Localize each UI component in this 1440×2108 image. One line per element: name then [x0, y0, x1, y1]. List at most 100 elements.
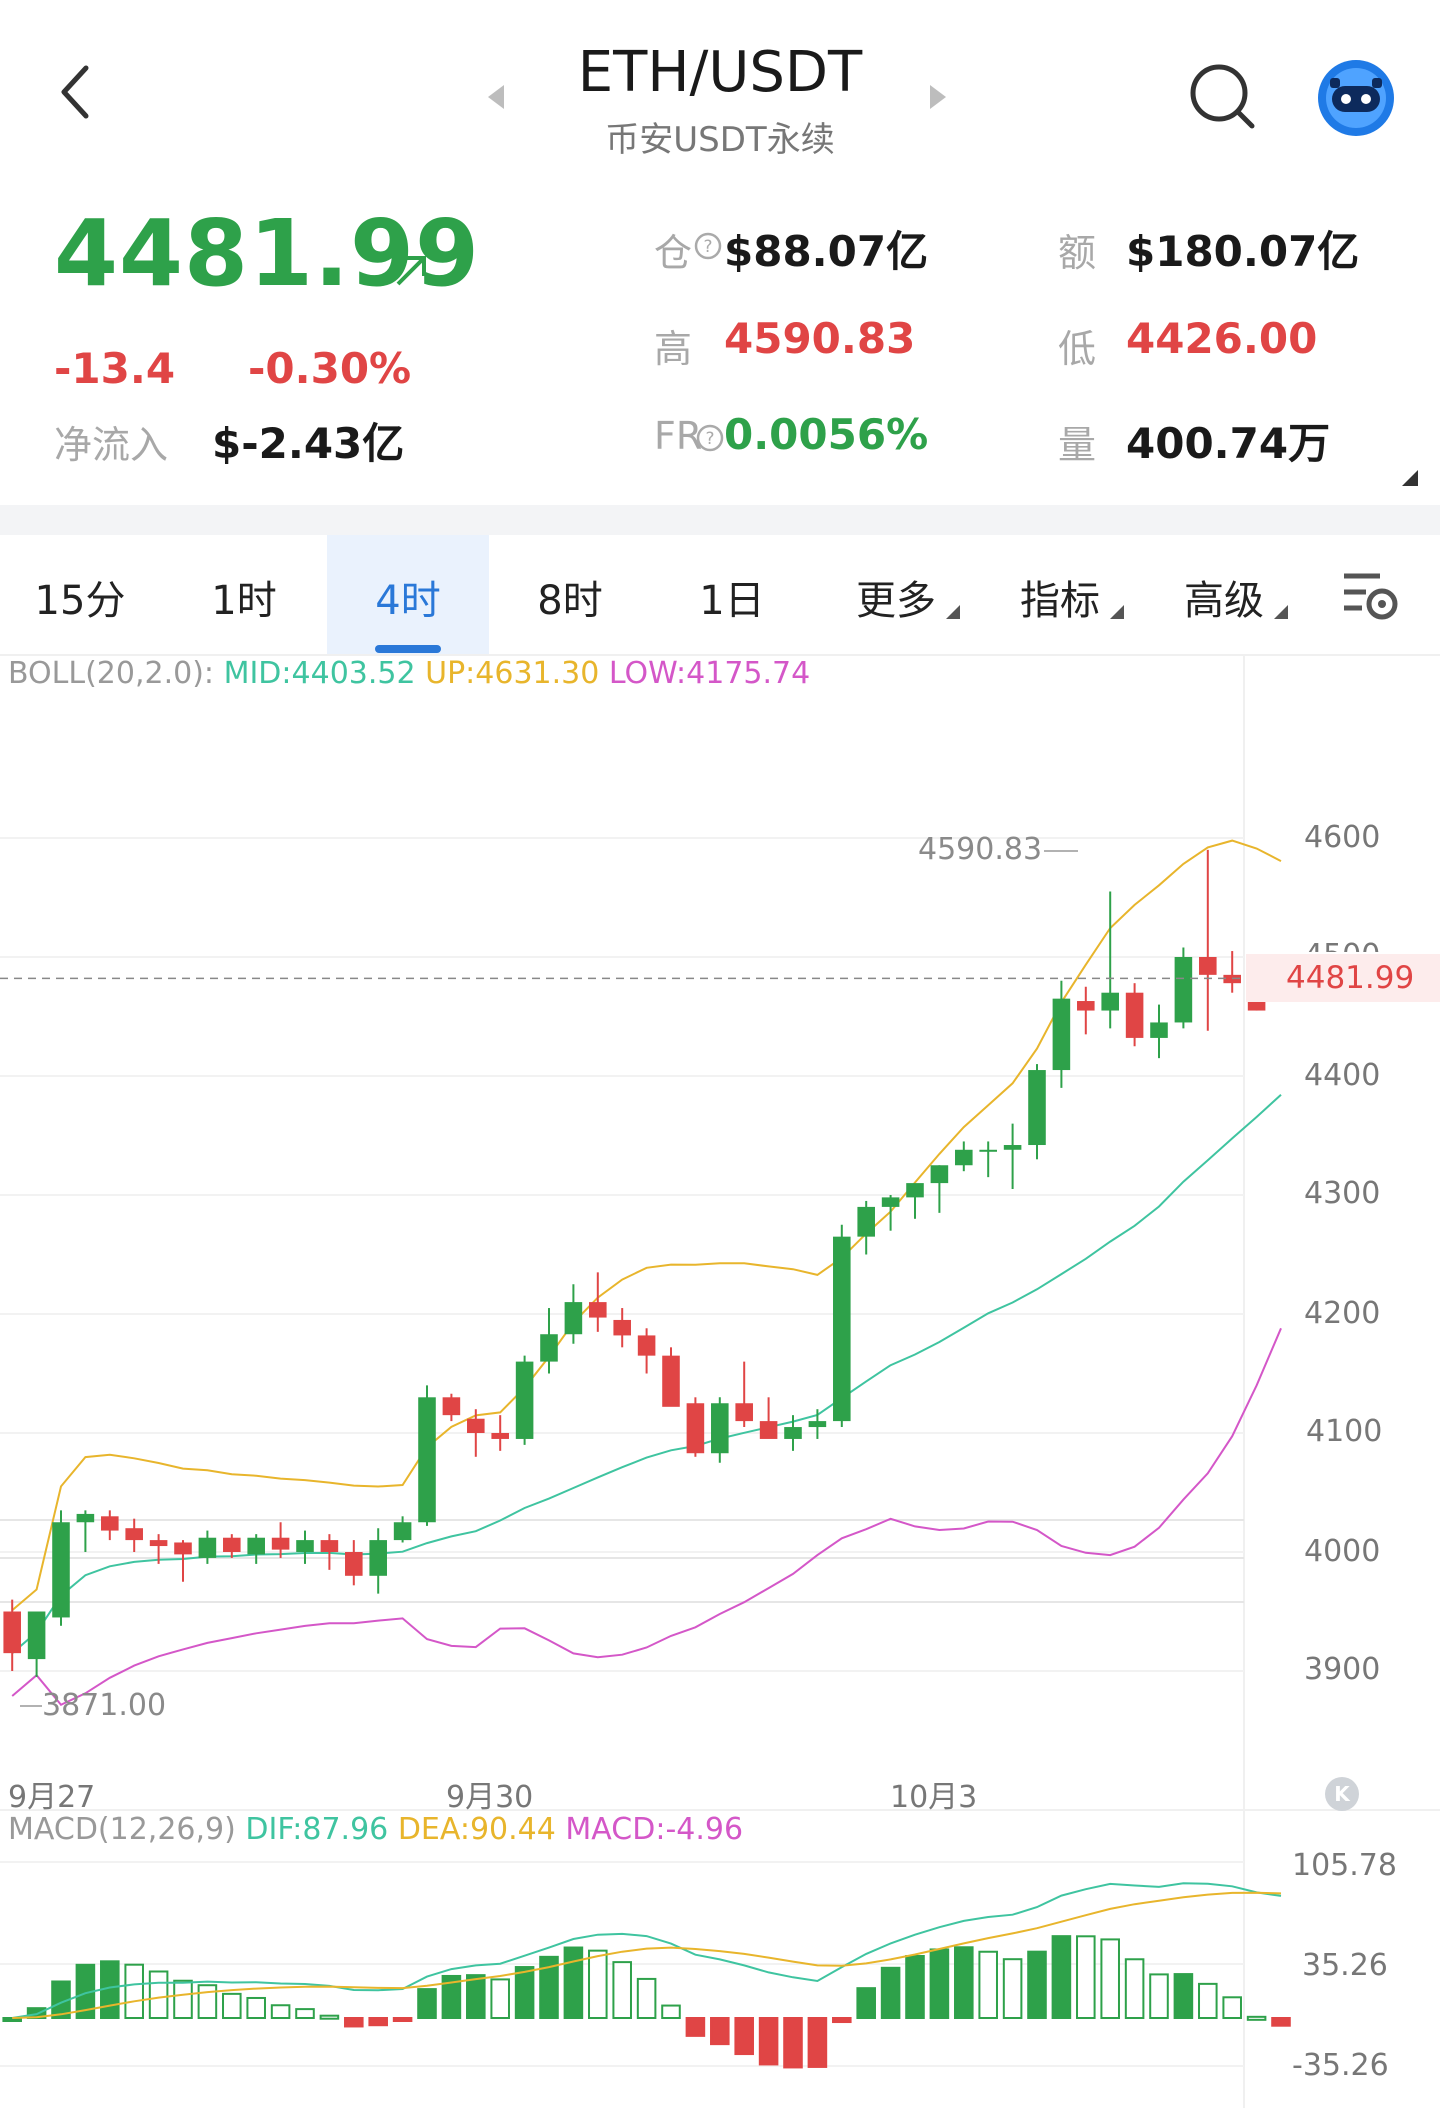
tab-more[interactable]: 更多	[856, 578, 936, 624]
kline-toggle-button[interactable]: K	[1324, 1776, 1360, 1816]
tab-15m[interactable]: 15分	[34, 578, 126, 624]
macd-bar	[1198, 1982, 1218, 2020]
info-icon[interactable]: ?	[694, 232, 722, 264]
macd-tick: 35.26	[1302, 1948, 1388, 1983]
candle-body	[296, 1540, 314, 1552]
macd-bar	[514, 1966, 535, 2019]
price-tick: 4500	[1304, 938, 1380, 952]
high-value: 4590.83	[724, 314, 916, 363]
back-button[interactable]	[56, 62, 96, 122]
candle-body	[3, 1611, 21, 1654]
current-price-label: 4481.99	[1286, 960, 1415, 996]
macd-bar	[1002, 1958, 1023, 2020]
candle-body	[125, 1528, 143, 1541]
macd-bar	[295, 2008, 315, 2020]
tab-advanced[interactable]: 高级	[1184, 578, 1264, 624]
boll-upper-line	[11, 839, 1282, 1612]
macd-bar	[466, 1974, 486, 2020]
open-interest-value: $88.07亿	[724, 227, 929, 276]
macd-bar	[319, 2014, 340, 2020]
current-price-tag	[1246, 954, 1440, 1002]
tab-indicators[interactable]: 指标	[1020, 578, 1100, 624]
macd-bar	[832, 2017, 852, 2024]
date-tick: 9月27	[8, 1780, 96, 1815]
boll-low: LOW:4175.74	[608, 656, 811, 691]
tab-8h[interactable]: 8时	[537, 578, 603, 624]
candle-body	[711, 1403, 729, 1454]
indicators-caret-icon	[1110, 604, 1124, 623]
candle-body	[881, 1197, 900, 1207]
macd-bar	[978, 1950, 998, 2020]
price-tick: 4100	[1306, 1414, 1383, 1449]
tab-1d[interactable]: 1日	[699, 578, 765, 624]
macd-bar	[1027, 1950, 1047, 2020]
candle-body	[906, 1183, 924, 1198]
candle-body	[393, 1522, 412, 1541]
prev-symbol-button[interactable]	[484, 82, 506, 116]
funding-info-icon[interactable]: ?	[696, 424, 724, 456]
macd-bar	[783, 2017, 803, 2069]
macd-bar	[392, 2017, 413, 2022]
low-label: 低	[1058, 327, 1097, 371]
macd-bar	[222, 1992, 242, 2020]
candle-body	[930, 1165, 949, 1184]
candle-body	[637, 1335, 656, 1356]
turnover-value: $180.07亿	[1126, 227, 1360, 276]
macd-value: MACD:-4.96	[565, 1812, 744, 1847]
macd-bar	[148, 1970, 169, 2020]
tabs-border	[0, 654, 1440, 656]
svg-text:?: ?	[705, 429, 714, 449]
date-tick: 9月30	[446, 1780, 534, 1815]
price-tick: 4000	[1304, 1534, 1381, 1569]
candle-body	[174, 1542, 192, 1555]
candle-body	[442, 1397, 461, 1416]
candle-body	[320, 1540, 339, 1552]
macd-bar	[929, 1948, 950, 2020]
macd-dif: DIF:87.96	[245, 1812, 389, 1847]
boll-mid-line	[11, 1093, 1282, 1654]
macd-bar	[1246, 2015, 1267, 2021]
macd-bar	[954, 1946, 974, 2020]
candle-body	[1150, 1022, 1168, 1038]
macd-bar	[490, 1978, 510, 2020]
boll-up: UP:4631.30	[425, 656, 600, 691]
macd-bar	[539, 1955, 559, 2019]
macd-bar	[1149, 1973, 1169, 2020]
symbol-title[interactable]: ETH/USDT	[577, 40, 863, 105]
candle-body	[418, 1397, 436, 1523]
macd-label: MACD(12,26,9)	[8, 1812, 236, 1847]
assistant-avatar-button[interactable]	[1316, 58, 1396, 142]
tab-4h[interactable]: 4时	[375, 578, 441, 624]
macd-bar	[417, 1988, 437, 2019]
candle-body	[784, 1427, 802, 1439]
candle-body	[345, 1552, 363, 1576]
macd-bar	[441, 1974, 462, 2019]
robot-avatar-icon	[1318, 60, 1394, 136]
high-label: 高	[654, 327, 693, 371]
macd-tick: 105.78	[1292, 1848, 1397, 1883]
expand-corner-icon[interactable]	[1402, 470, 1418, 490]
chart-settings-button[interactable]	[1340, 568, 1402, 628]
candle-body	[1028, 1070, 1046, 1146]
candle-body	[1174, 957, 1193, 1023]
low-value: 4426.00	[1126, 314, 1318, 363]
tab-1h[interactable]: 1时	[211, 578, 277, 624]
price-tick: 4300	[1304, 1176, 1381, 1211]
candle-body	[515, 1361, 534, 1439]
candle-body	[198, 1537, 217, 1558]
macd-bar	[1222, 1996, 1242, 2019]
candle-body	[662, 1355, 680, 1407]
volume-label: 量	[1058, 423, 1097, 467]
price-tick: 4200	[1304, 1296, 1381, 1331]
macd-bar	[1100, 1938, 1120, 2020]
funding-rate-label: FR	[654, 414, 703, 458]
search-button[interactable]	[1188, 62, 1260, 138]
macd-bar	[685, 2017, 706, 2037]
price-tick: 3900	[1304, 1652, 1381, 1687]
candle-body	[1052, 998, 1071, 1071]
candle-body	[1077, 1001, 1095, 1011]
next-symbol-button[interactable]	[928, 82, 950, 116]
macd-bar	[270, 2004, 291, 2020]
macd-dea: DEA:90.44	[397, 1812, 556, 1847]
